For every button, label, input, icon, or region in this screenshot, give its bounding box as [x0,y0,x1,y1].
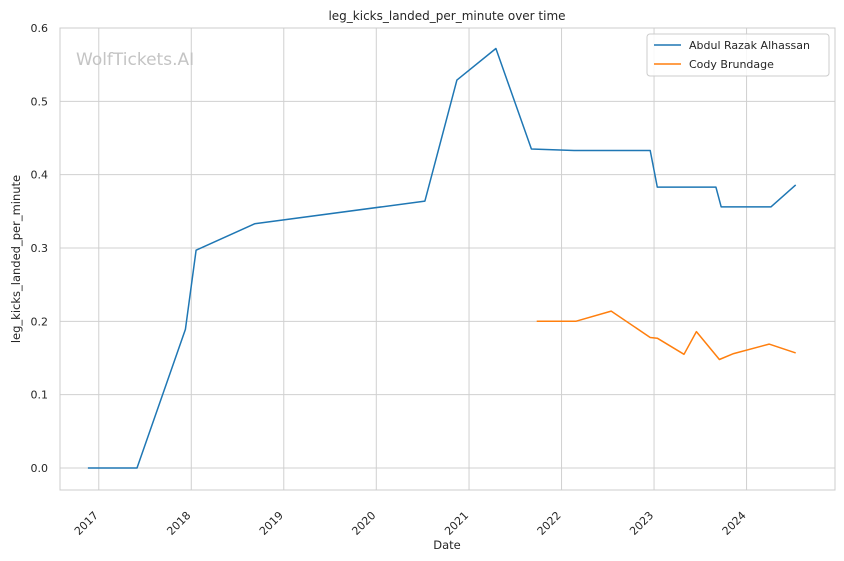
x-tick-label: 2022 [535,509,564,538]
x-tick-label: 2021 [442,509,471,538]
legend-entry: Cody Brundage [689,58,774,71]
series-line-1 [87,47,797,469]
y-tick-label: 0.3 [31,242,49,255]
y-axis-label: leg_kicks_landed_per_minute [9,175,23,343]
y-tick-label: 0.0 [31,462,49,475]
x-tick-label: 2023 [627,509,656,538]
series-lines [87,47,797,469]
plot-frame [59,27,836,491]
x-tick-label: 2024 [720,509,749,538]
x-axis-ticks: 2017 2018 2019 2020 2021 2022 2023 2024 [72,509,749,538]
chart-title: leg_kicks_landed_per_minute over time [328,9,565,23]
watermark: WolfTickets.AI [76,50,194,70]
x-tick-label: 2017 [72,509,101,538]
grid [60,27,835,490]
x-tick-label: 2018 [164,509,193,538]
y-tick-label: 0.4 [31,169,49,182]
y-tick-label: 0.6 [31,22,49,35]
y-tick-label: 0.2 [31,315,49,328]
y-tick-label: 0.1 [31,389,49,402]
y-tick-label: 0.5 [31,95,49,108]
legend-box [646,33,830,77]
x-tick-label: 2020 [349,509,378,538]
x-axis-label: Date [433,538,461,552]
series-line-2 [536,310,796,361]
y-axis-ticks: 0.0 0.1 0.2 0.3 0.4 0.5 0.6 [31,22,49,475]
legend-entry: Abdul Razak Alhassan [689,39,810,52]
legend: Abdul Razak Alhassan Cody Brundage [646,33,830,77]
x-tick-label: 2019 [257,509,286,538]
